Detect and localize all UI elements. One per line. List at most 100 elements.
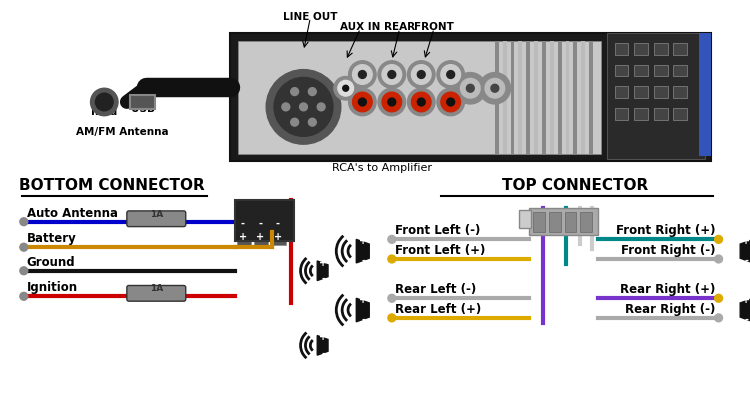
Text: TOP CONNECTOR: TOP CONNECTOR [503, 178, 649, 193]
Circle shape [417, 98, 425, 106]
Circle shape [378, 88, 406, 116]
Text: IPod: IPod [92, 107, 118, 117]
FancyBboxPatch shape [130, 95, 155, 109]
Text: BOTTOM CONNECTOR: BOTTOM CONNECTOR [20, 178, 205, 193]
Circle shape [20, 243, 28, 251]
Circle shape [352, 92, 372, 112]
Circle shape [388, 255, 396, 263]
Circle shape [715, 255, 722, 263]
Text: Rear Right (-): Rear Right (-) [626, 303, 716, 316]
FancyBboxPatch shape [235, 200, 294, 241]
Text: +: + [238, 232, 247, 242]
FancyBboxPatch shape [589, 41, 593, 154]
Circle shape [388, 98, 396, 106]
Circle shape [479, 73, 511, 104]
FancyBboxPatch shape [230, 33, 711, 161]
Circle shape [417, 70, 425, 78]
Polygon shape [356, 239, 369, 263]
FancyBboxPatch shape [654, 108, 668, 119]
FancyBboxPatch shape [550, 41, 554, 154]
Circle shape [282, 103, 290, 111]
FancyBboxPatch shape [127, 211, 186, 227]
FancyBboxPatch shape [254, 204, 268, 245]
Text: REAR: REAR [384, 21, 416, 31]
Circle shape [91, 88, 118, 116]
FancyBboxPatch shape [614, 108, 628, 119]
Text: +: + [256, 232, 265, 242]
FancyBboxPatch shape [634, 108, 648, 119]
FancyBboxPatch shape [558, 41, 562, 154]
Text: Auto Antenna: Auto Antenna [27, 207, 118, 220]
FancyBboxPatch shape [573, 41, 578, 154]
Circle shape [291, 118, 298, 126]
Circle shape [454, 73, 486, 104]
Circle shape [291, 88, 298, 96]
Circle shape [20, 267, 28, 275]
Text: +: + [742, 236, 750, 246]
FancyBboxPatch shape [634, 65, 648, 77]
Text: RCA's to Amplifier: RCA's to Amplifier [332, 163, 432, 173]
Text: Front Left (+): Front Left (+) [394, 244, 485, 257]
Polygon shape [356, 298, 369, 322]
FancyBboxPatch shape [542, 41, 546, 154]
FancyBboxPatch shape [520, 210, 531, 227]
FancyBboxPatch shape [699, 33, 711, 156]
Circle shape [441, 65, 460, 84]
Circle shape [308, 88, 316, 96]
FancyBboxPatch shape [674, 108, 687, 119]
FancyBboxPatch shape [533, 212, 545, 232]
Text: Front Right (+): Front Right (+) [616, 225, 716, 237]
Circle shape [437, 88, 464, 116]
Circle shape [338, 80, 353, 96]
Polygon shape [317, 335, 328, 355]
Circle shape [466, 84, 474, 92]
FancyBboxPatch shape [654, 65, 668, 77]
FancyBboxPatch shape [674, 86, 687, 98]
Text: +: + [359, 295, 368, 305]
Circle shape [491, 84, 499, 92]
Circle shape [20, 218, 28, 226]
Text: -: - [362, 315, 365, 325]
Circle shape [388, 235, 396, 243]
Text: AUX IN: AUX IN [340, 21, 380, 31]
Circle shape [382, 65, 402, 84]
FancyBboxPatch shape [565, 212, 576, 232]
Circle shape [407, 61, 435, 88]
FancyBboxPatch shape [614, 65, 628, 77]
FancyBboxPatch shape [634, 43, 648, 55]
FancyBboxPatch shape [526, 41, 530, 154]
Circle shape [388, 70, 396, 78]
Text: Ignition: Ignition [27, 281, 78, 294]
Text: -: - [744, 256, 748, 266]
Text: +: + [359, 236, 368, 246]
Circle shape [317, 103, 325, 111]
Circle shape [349, 88, 376, 116]
FancyBboxPatch shape [238, 41, 601, 154]
Circle shape [308, 118, 316, 126]
Text: FRONT: FRONT [414, 21, 454, 31]
Text: Rear Left (-): Rear Left (-) [394, 283, 476, 296]
Circle shape [715, 314, 722, 322]
FancyBboxPatch shape [503, 41, 507, 154]
FancyBboxPatch shape [127, 286, 186, 301]
Polygon shape [317, 261, 328, 281]
Circle shape [266, 70, 340, 144]
FancyBboxPatch shape [549, 212, 560, 232]
FancyBboxPatch shape [654, 43, 668, 55]
Text: Ground: Ground [27, 256, 76, 269]
Text: -: - [258, 219, 262, 229]
FancyBboxPatch shape [237, 204, 250, 245]
Circle shape [378, 61, 406, 88]
Circle shape [20, 293, 28, 300]
Text: Front Right (-): Front Right (-) [621, 244, 716, 257]
Circle shape [349, 61, 376, 88]
Text: USB: USB [130, 104, 154, 114]
Circle shape [358, 98, 366, 106]
Circle shape [412, 92, 431, 112]
FancyBboxPatch shape [581, 41, 585, 154]
Text: Rear Left (+): Rear Left (+) [394, 303, 481, 316]
Circle shape [352, 65, 372, 84]
Text: +: + [319, 258, 327, 267]
Circle shape [715, 235, 722, 243]
Circle shape [334, 77, 358, 100]
